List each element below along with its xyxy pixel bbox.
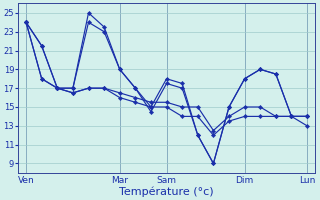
X-axis label: Température (°c): Température (°c) xyxy=(119,186,214,197)
